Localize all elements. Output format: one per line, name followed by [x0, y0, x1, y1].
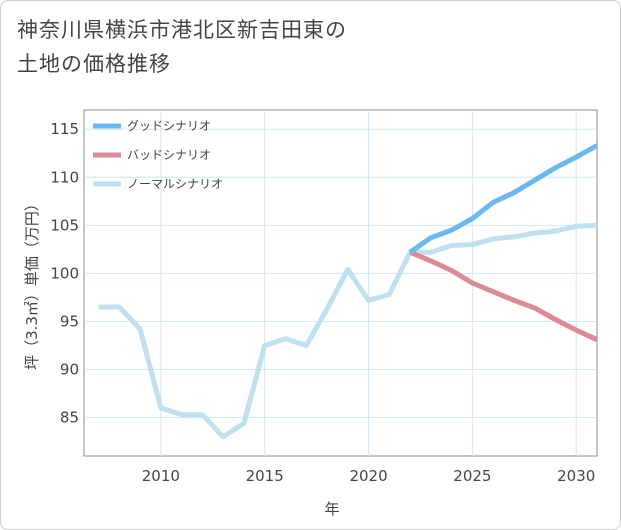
- grid: [84, 110, 597, 456]
- y-tick-label: 85: [60, 409, 79, 427]
- series-line-3: [98, 222, 598, 440]
- x-tick-label: 2020: [349, 467, 387, 485]
- chart-title: 神奈川県横浜市港北区新吉田東の 土地の価格推移: [17, 13, 347, 81]
- legend-label-1: グッドシナリオ: [127, 119, 211, 133]
- series-line-1: [408, 143, 599, 255]
- y-axis-label: 坪（3.3㎡）単価（万円）: [23, 196, 41, 370]
- legend-label-3: ノーマルシナリオ: [127, 177, 223, 191]
- axis-ticks: 2010 2015 2020 2025 2030 85 90 95 100 105 110 115: [50, 120, 595, 485]
- y-tick-label: 90: [60, 361, 79, 379]
- chart-title-line-2: 土地の価格推移: [17, 52, 171, 76]
- chart-title-line-1: 神奈川県横浜市港北区新吉田東の: [17, 18, 347, 42]
- x-tick-label: 2010: [142, 467, 180, 485]
- y-tick-label: 110: [50, 168, 79, 186]
- series-line-2: [409, 249, 599, 342]
- y-tick-label: 100: [50, 264, 79, 282]
- x-tick-label: 2015: [246, 467, 284, 485]
- legend-label-2: バッドシナリオ: [127, 148, 211, 162]
- x-tick-label: 2025: [453, 467, 491, 485]
- y-tick-label: 105: [50, 216, 79, 234]
- y-tick-label: 95: [60, 312, 79, 330]
- y-tick-label: 115: [50, 120, 79, 138]
- series-lines: [98, 143, 599, 440]
- x-tick-label: 2030: [557, 467, 595, 485]
- x-axis-label: 年: [324, 500, 339, 518]
